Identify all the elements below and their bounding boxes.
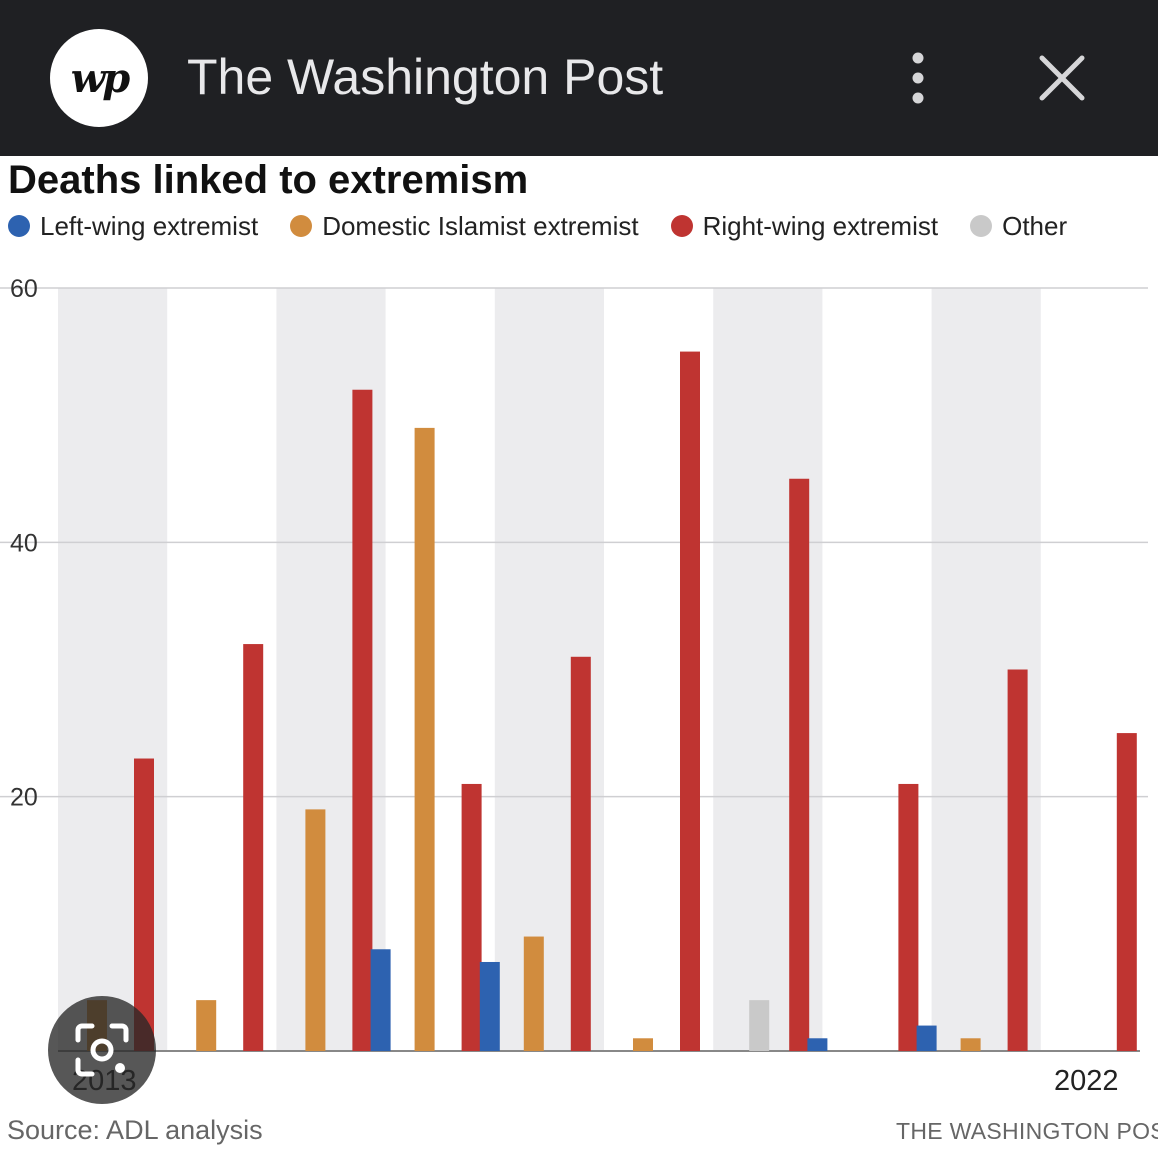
- legend-label-islamist: Domestic Islamist extremist: [322, 210, 639, 241]
- legend-swatch-other: [970, 215, 993, 237]
- x-tick-label-2022: 2022: [1054, 1065, 1119, 1097]
- bar-right-wing-2018: [680, 351, 700, 1051]
- bar-left-wing-2016: [370, 949, 391, 1051]
- credit-line: THE WASHINGTON POST: [896, 1118, 1158, 1144]
- close-icon[interactable]: [1032, 48, 1092, 108]
- bar-left-wing-2017: [479, 961, 500, 1051]
- app-bar: wp The Washington Post: [0, 0, 1158, 156]
- bar-islamist-2016: [414, 427, 435, 1052]
- bar-chart: 20406020132022: [0, 275, 1148, 1097]
- bar-left-wing-2020: [807, 1038, 828, 1051]
- legend-label-other: Other: [1002, 210, 1068, 241]
- bar-right-wing-2013: [134, 758, 154, 1051]
- more-vertical-icon[interactable]: [898, 48, 938, 108]
- app-title: The Washington Post: [187, 49, 664, 105]
- bar-islamist-2017: [523, 936, 544, 1051]
- bar-right-wing-2022: [1116, 733, 1137, 1051]
- bar-islamist-2014: [196, 1000, 217, 1051]
- legend-item-islamist: Domestic Islamist extremist: [290, 210, 639, 242]
- y-tick-label-20: 20: [10, 784, 38, 812]
- legend-swatch-islamist: [290, 215, 313, 237]
- bar-right-wing-2014: [243, 644, 264, 1051]
- y-tick-label-60: 60: [10, 275, 38, 303]
- bar-other-2019: [749, 1000, 770, 1051]
- bar-right-wing-2016: [461, 783, 482, 1051]
- legend-label-right-wing: Right-wing extremist: [702, 210, 939, 241]
- bar-right-wing-2020: [898, 783, 919, 1051]
- legend-label-left-wing: Left-wing extremist: [40, 210, 259, 241]
- legend-item-right-wing: Right-wing extremist: [670, 210, 939, 242]
- wp-logo-text: wp: [70, 54, 130, 102]
- chart-legend: Left-wing extremist Domestic Islamist ex…: [8, 206, 1158, 246]
- chart-title: Deaths linked to extremism: [8, 158, 529, 202]
- bar-right-wing-2015: [352, 389, 373, 1051]
- wp-logo[interactable]: wp: [50, 29, 148, 127]
- bar-islamist-2015: [305, 809, 326, 1051]
- bar-islamist-2018: [633, 1038, 653, 1051]
- legend-item-other: Other: [970, 211, 1067, 242]
- legend-swatch-left-wing: [8, 215, 30, 237]
- y-tick-label-40: 40: [10, 529, 38, 557]
- bar-islamist-2021: [960, 1038, 981, 1051]
- bar-right-wing-2021: [1007, 669, 1028, 1051]
- bar-right-wing-2019: [789, 478, 810, 1051]
- legend-swatch-right-wing: [670, 215, 693, 237]
- source-note: Source: ADL analysis: [7, 1115, 263, 1145]
- bar-left-wing-2021: [916, 1025, 937, 1051]
- bar-right-wing-2017: [570, 656, 591, 1051]
- legend-item-left-wing: Left-wing extremist: [8, 211, 258, 242]
- camera-lens-icon[interactable]: [48, 996, 156, 1104]
